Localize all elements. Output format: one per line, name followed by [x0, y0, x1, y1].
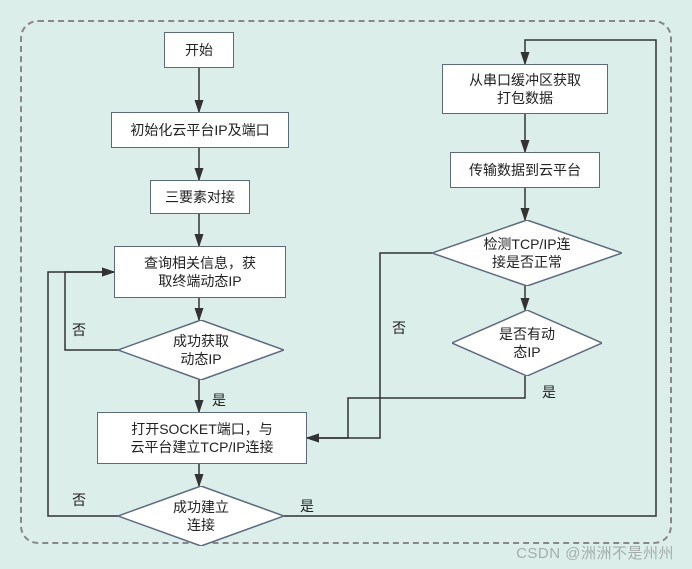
edge-label-conn_ok-fetch: 是 — [300, 496, 314, 516]
node-three: 三要素对接 — [150, 180, 250, 214]
edge-label-has_ip-open_sock: 是 — [542, 382, 556, 402]
node-query: 查询相关信息，获取终端动态IP — [114, 246, 286, 298]
node-has_ip: 是否有动态IP — [452, 310, 602, 376]
node-fetch: 从串口缓冲区获取打包数据 — [442, 64, 608, 114]
edge-label-check_tcp-open_sock: 否 — [392, 318, 406, 338]
edge-label-conn_ok-query: 否 — [72, 490, 86, 510]
node-open_sock: 打开SOCKET端口，与云平台建立TCP/IP连接 — [97, 412, 307, 464]
edge-label-got_ip-open_sock: 是 — [212, 390, 226, 410]
node-start: 开始 — [164, 32, 234, 68]
node-conn_ok: 成功建立连接 — [118, 486, 284, 546]
node-init: 初始化云平台IP及端口 — [111, 112, 289, 148]
node-got_ip: 成功获取动态IP — [118, 320, 284, 380]
watermark: CSDN @洲洲不是州州 — [516, 542, 674, 563]
node-check_tcp: 检测TCP/IP连接是否正常 — [432, 220, 622, 286]
flowchart-canvas: 开始初始化云平台IP及端口三要素对接查询相关信息，获取终端动态IP 成功获取动态I… — [0, 0, 692, 569]
node-send: 传输数据到云平台 — [450, 152, 600, 188]
edge-label-got_ip-query: 否 — [72, 320, 86, 340]
